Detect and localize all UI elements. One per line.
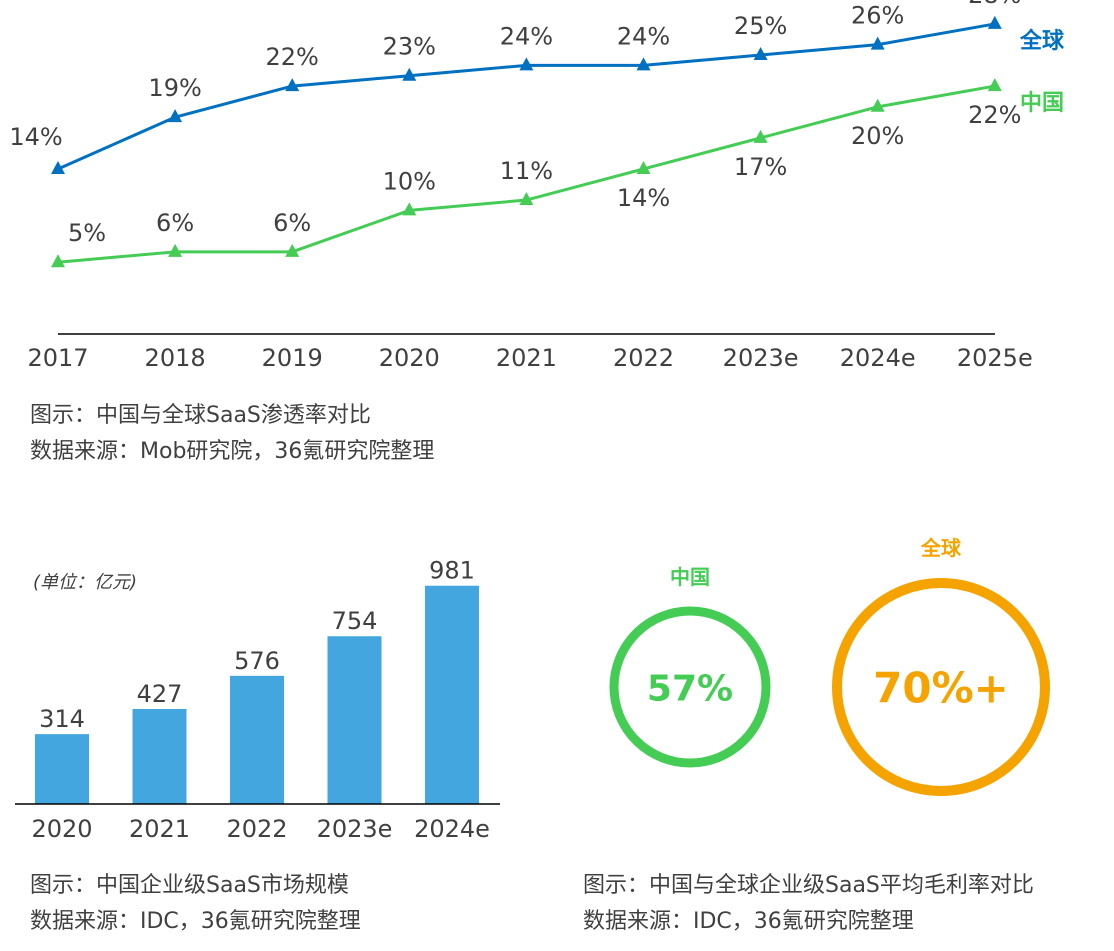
bar (425, 585, 479, 804)
data-point-marker (285, 78, 300, 92)
data-point-marker (519, 192, 534, 206)
ring-name-label: 中国 (670, 565, 710, 589)
x-tick-label: 2025e (957, 344, 1033, 372)
data-point-marker (987, 78, 1002, 92)
data-point-marker (870, 36, 885, 50)
x-tick-label: 2024e (414, 815, 490, 843)
x-tick-label: 2021 (496, 344, 557, 372)
data-label: 14% (9, 123, 62, 151)
x-tick-label: 2019 (262, 344, 323, 372)
ring (832, 578, 1050, 796)
data-label: 6% (273, 209, 311, 237)
bar-value-label: 754 (332, 607, 378, 635)
bar-value-label: 981 (429, 557, 475, 585)
bar (132, 708, 187, 804)
x-tick-label: 2020 (31, 815, 92, 843)
donut-chart-caption: 图示：中国与全球企业级SaaS平均毛利率对比 数据来源：IDC，36氪研究院整理 (583, 868, 1034, 940)
data-point-marker (753, 129, 768, 143)
data-point-marker (636, 57, 651, 71)
data-point-marker (987, 15, 1002, 29)
data-label: 23% (383, 33, 436, 61)
penetration-line-chart: 2017 2018 2019 2020 2021 2022 2023e 2024e 2025e 1… (9, 0, 1065, 372)
data-label: 11% (500, 157, 553, 185)
x-tick-label: 2018 (145, 344, 206, 372)
bar-chart-title: 图示：中国企业级SaaS市场规模 (30, 873, 349, 898)
ring (609, 606, 771, 768)
bar (327, 636, 382, 804)
line-chart-title: 图示：中国与全球SaaS渗透率对比 (30, 403, 371, 428)
data-point-marker (285, 243, 300, 257)
x-tick-label: 2023e (317, 815, 393, 843)
data-label: 6% (156, 209, 194, 237)
donut-chart-title: 图示：中国与全球企业级SaaS平均毛利率对比 (583, 873, 1034, 898)
x-tick-label: 2022 (613, 344, 674, 372)
data-label: 28% (968, 0, 1021, 9)
market-size-bar-chart: (单位：亿元) 314 2020 427 2021 576 2022 754 2023e 981 2… (15, 557, 500, 843)
x-tick-label: 2023e (723, 344, 799, 372)
bar-chart-source: 数据来源：IDC，36氪研究院整理 (30, 909, 361, 934)
ring-value-label: 70%+ (873, 664, 1009, 713)
x-tick-label: 2020 (379, 344, 440, 372)
x-tick-label: 2021 (129, 815, 190, 843)
donut-chart-source: 数据来源：IDC，36氪研究院整理 (583, 909, 914, 934)
x-tick-label: 2017 (27, 344, 88, 372)
data-point-marker (402, 202, 417, 216)
bar (35, 734, 89, 804)
data-label: 22% (968, 101, 1021, 129)
data-label: 22% (266, 43, 319, 71)
data-label: 24% (617, 22, 670, 50)
line-chart-source: 数据来源：Mob研究院，36氪研究院整理 (30, 439, 435, 464)
data-point-marker (51, 254, 65, 268)
data-label: 10% (383, 167, 436, 195)
x-tick-label: 2022 (226, 815, 287, 843)
data-label: 25% (734, 12, 787, 40)
data-point-marker (168, 109, 183, 123)
bar-value-label: 427 (137, 680, 183, 708)
data-label: 19% (148, 74, 201, 102)
unit-label: (单位：亿元) (33, 572, 137, 593)
data-point-marker (753, 47, 768, 60)
data-point-marker (870, 98, 885, 112)
series-name-label: 中国 (1020, 91, 1064, 116)
data-point-marker (402, 67, 417, 81)
x-tick-label: 2024e (840, 344, 916, 372)
ring-value-label: 57% (647, 668, 733, 709)
series-name-label: 全球 (1019, 28, 1065, 54)
bar-value-label: 576 (234, 647, 280, 675)
data-label: 20% (851, 122, 904, 150)
bar-chart-caption: 图示：中国企业级SaaS市场规模 数据来源：IDC，36氪研究院整理 (30, 868, 361, 940)
bar (230, 675, 284, 804)
data-label: 17% (734, 153, 787, 181)
data-point-marker (168, 243, 183, 257)
data-label: 26% (851, 2, 904, 30)
data-label: 5% (68, 219, 106, 247)
gross-margin-ring-chart: 57% 中国 70%+ 全球 (609, 536, 1050, 796)
data-point-marker (636, 160, 651, 174)
data-point-marker (51, 160, 65, 174)
data-label: 14% (617, 184, 670, 212)
ring-name-label: 全球 (920, 536, 962, 560)
bar-value-label: 314 (39, 705, 85, 733)
data-label: 24% (500, 22, 553, 50)
line-chart-caption: 图示：中国与全球SaaS渗透率对比 数据来源：Mob研究院，36氪研究院整理 (30, 398, 434, 470)
data-point-marker (519, 57, 534, 71)
